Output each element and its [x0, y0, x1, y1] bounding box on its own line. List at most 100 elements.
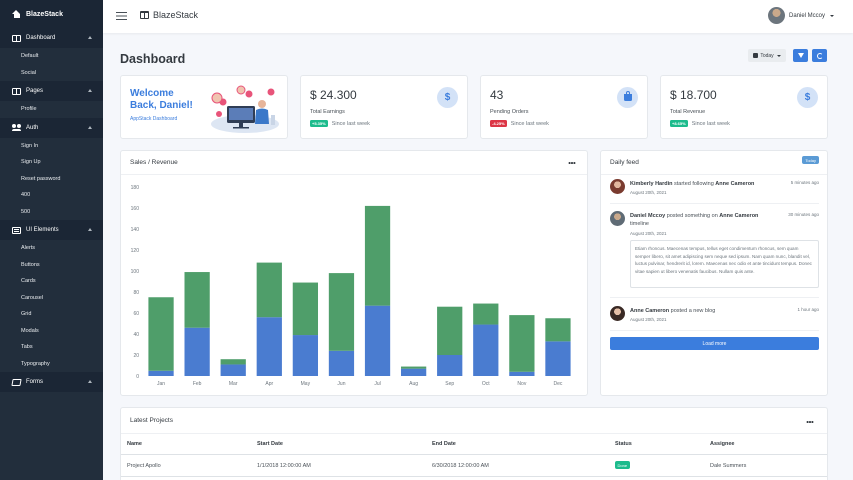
more-options-icon[interactable] — [809, 421, 811, 423]
filter-button[interactable] — [793, 49, 808, 62]
feed-action: posted something on — [666, 213, 718, 219]
sidebar-item-400[interactable]: 400 — [21, 192, 31, 199]
column-header-status[interactable]: Status — [615, 441, 632, 447]
feed-target[interactable]: Anne Cameron — [715, 181, 755, 187]
column-header-assignee[interactable]: Assignee — [710, 441, 735, 447]
bar-mar-series-1[interactable] — [220, 364, 246, 376]
sidebar-item-500[interactable]: 500 — [21, 208, 31, 215]
bar-may-series-2[interactable] — [292, 282, 319, 336]
bar-jan-series-1[interactable] — [148, 370, 174, 376]
card-header: Latest Projects — [121, 408, 827, 434]
feed-time: 30 minutes ago — [788, 212, 819, 217]
bar-dec-series-1[interactable] — [545, 341, 571, 376]
brand-label: BlazeStack — [26, 10, 63, 18]
x-tick-label: Feb — [193, 381, 202, 387]
sidebar-item-cards[interactable]: Cards — [21, 278, 36, 285]
sidebar-item-sign-up[interactable]: Sign Up — [21, 159, 41, 166]
feed-target[interactable]: Anne Cameron — [719, 213, 759, 219]
bar-sep-series-2[interactable] — [437, 306, 463, 355]
bar-oct-series-2[interactable] — [473, 303, 499, 325]
bar-may-series-1[interactable] — [292, 335, 319, 376]
cell-name: Project Apollo — [127, 463, 161, 469]
refresh-icon — [816, 52, 823, 59]
sidebar-section-auth[interactable]: Auth — [0, 117, 103, 138]
bar-jul-series-2[interactable] — [364, 205, 391, 306]
refresh-button[interactable] — [812, 49, 827, 62]
y-tick-label: 0 — [136, 374, 139, 380]
sidebar-item-default[interactable]: Default — [21, 53, 39, 60]
bar-aug-series-1[interactable] — [400, 368, 427, 376]
feed-quote: Etiam rhoncus. Maecenas tempus, tellus e… — [630, 240, 819, 288]
welcome-subtitle: AppStack Dashboard — [130, 116, 178, 122]
sidebar-section-dashboard[interactable]: Dashboard — [0, 28, 103, 48]
more-options-icon[interactable] — [571, 162, 573, 164]
chevron-up-icon — [88, 380, 92, 383]
sidebar-item-buttons[interactable]: Buttons — [21, 261, 40, 268]
date-filter-button[interactable]: Today — [748, 49, 786, 62]
daily-feed-card: Daily feed Today Kimberly Hardin started… — [600, 150, 828, 396]
stat-card-earnings: $ 24.300 Total Earnings +5.35% Since las… — [300, 75, 468, 139]
stat-value: 43 — [490, 88, 504, 102]
bar-apr-series-1[interactable] — [256, 317, 282, 376]
bar-jul-series-1[interactable] — [364, 305, 391, 376]
sidebar-item-profile[interactable]: Profile — [21, 106, 37, 113]
cell-assignee: Dale Summers — [710, 463, 747, 469]
columns-icon — [12, 87, 21, 95]
bar-jun-series-1[interactable] — [328, 350, 355, 376]
feed-author[interactable]: Kimberly Hardin — [630, 181, 673, 187]
caret-down-icon — [830, 14, 834, 17]
user-menu[interactable]: Daniel Mccoy — [767, 7, 834, 24]
feed-time: 5 minutes ago — [790, 180, 819, 185]
column-header-end-date[interactable]: End Date — [432, 441, 456, 447]
bar-feb-series-2[interactable] — [184, 272, 210, 328]
bar-oct-series-1[interactable] — [473, 324, 499, 376]
sidebar-item-grid[interactable]: Grid — [21, 311, 32, 318]
feed-item: Daniel Mccoy posted something on Anne Ca… — [610, 211, 819, 291]
change-badge: +5.35% — [310, 120, 328, 127]
bar-jun-series-2[interactable] — [328, 273, 355, 351]
y-tick-label: 60 — [133, 311, 139, 317]
bar-jan-series-2[interactable] — [148, 297, 174, 371]
feed-text: Kimberly Hardin started following Anne C… — [630, 180, 754, 188]
sidebar-item-modals[interactable]: Modals — [21, 327, 39, 334]
sidebar-item-typography[interactable]: Typography — [21, 360, 50, 367]
sidebar-item-alerts[interactable]: Alerts — [21, 245, 36, 252]
sidebar-item-tabs[interactable]: Tabs — [21, 344, 33, 351]
feed-author[interactable]: Anne Cameron — [630, 308, 670, 314]
sidebar-section-forms[interactable]: Forms — [0, 372, 103, 392]
cell-start-date: 1/1/2018 12:00:00 AM — [257, 463, 311, 469]
page-title: Dashboard — [120, 52, 186, 66]
chevron-up-icon — [88, 36, 92, 39]
bar-nov-series-2[interactable] — [509, 315, 535, 372]
bar-mar-series-2[interactable] — [220, 359, 246, 365]
sidebar-item-carousel[interactable]: Carousel — [21, 294, 44, 301]
home-icon — [12, 10, 21, 18]
sidebar-section-label: Dashboard — [26, 35, 56, 41]
load-more-button[interactable]: Load more — [610, 337, 819, 350]
stat-footer: -4.25% Since last week — [490, 120, 549, 127]
bar-feb-series-1[interactable] — [184, 327, 210, 376]
feed-author[interactable]: Daniel Mccoy — [630, 213, 666, 219]
bar-apr-series-2[interactable] — [256, 262, 282, 318]
shopping-bag-icon — [617, 87, 638, 108]
users-icon — [12, 124, 21, 131]
sidebar-section-pages[interactable]: Pages — [0, 81, 103, 101]
user-name: Daniel Mccoy — [788, 12, 825, 19]
bar-sep-series-1[interactable] — [437, 355, 463, 376]
bar-nov-series-1[interactable] — [509, 371, 535, 376]
sidebar-section-ui-elements[interactable]: UI Elements — [0, 220, 103, 240]
sidebar-item-sign-in[interactable]: Sign In — [21, 142, 39, 149]
hamburger-menu-icon[interactable] — [116, 12, 127, 14]
sidebar-section-label: Pages — [26, 88, 44, 94]
sales-revenue-card: Sales / Revenue 0 20 40 60 80 100 120 140 160 180… — [120, 150, 588, 396]
feed-date: August 20th, 2021 — [630, 190, 667, 195]
bar-aug-series-2[interactable] — [400, 366, 427, 369]
sidebar-item-social[interactable]: Social — [21, 69, 36, 76]
bar-dec-series-2[interactable] — [545, 318, 571, 342]
column-header-name[interactable]: Name — [127, 441, 142, 447]
sidebar-brand[interactable]: BlazeStack — [0, 0, 103, 28]
column-header-start-date[interactable]: Start Date — [257, 441, 283, 447]
sidebar-item-reset-password[interactable]: Reset password — [21, 175, 61, 182]
feed-action: posted a new blog — [670, 308, 716, 314]
avatar — [610, 179, 625, 194]
